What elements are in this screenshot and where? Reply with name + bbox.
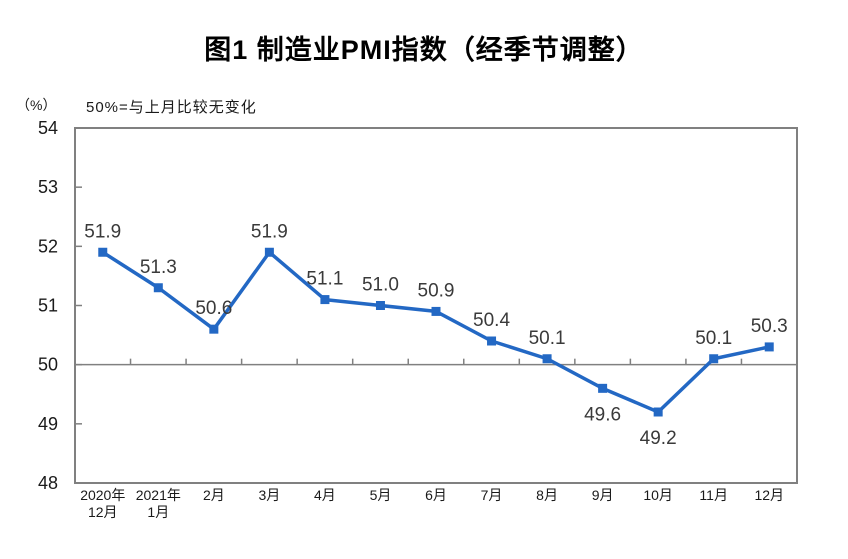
data-point-marker	[764, 342, 774, 352]
reference-note: 50%=与上月比较无变化	[86, 99, 257, 116]
data-point-marker	[98, 247, 108, 257]
x-axis-label: 11月	[699, 487, 728, 503]
data-label: 51.9	[251, 221, 288, 242]
data-point-marker	[598, 383, 608, 393]
data-point-marker	[487, 336, 497, 346]
y-axis-label: 48	[38, 473, 58, 493]
x-axis-label: 9月	[592, 487, 614, 503]
data-point-marker	[542, 354, 552, 364]
data-point-marker	[209, 324, 219, 334]
y-axis-label: 50	[38, 355, 58, 375]
data-point-marker	[653, 407, 663, 417]
y-axis-label: 52	[38, 236, 58, 256]
y-axis-label: 53	[38, 177, 58, 197]
data-point-marker	[320, 295, 330, 305]
data-point-marker	[431, 306, 441, 316]
data-point-marker	[709, 354, 719, 364]
data-label: 51.3	[140, 257, 177, 278]
x-axis-label: 12月	[88, 504, 118, 520]
data-label: 49.6	[584, 404, 621, 425]
data-point-marker	[153, 283, 163, 293]
data-label: 51.9	[84, 221, 121, 242]
data-label: 50.1	[695, 328, 732, 349]
data-label: 51.0	[362, 275, 399, 296]
pmi-series-line	[101, 250, 770, 414]
y-axis-label: 51	[38, 296, 58, 316]
y-axis-unit-label: （%）	[16, 97, 57, 113]
x-axis-label: 2021年	[136, 487, 181, 503]
x-axis-label: 6月	[425, 487, 447, 503]
x-axis-label: 1月	[147, 504, 169, 520]
data-label: 50.3	[751, 316, 788, 337]
x-axis-label: 5月	[370, 487, 392, 503]
data-label: 51.1	[306, 269, 343, 290]
data-point-marker	[264, 247, 274, 257]
x-axis-label: 3月	[258, 487, 280, 503]
data-label: 50.4	[473, 310, 510, 331]
chart-title: 图1 制造业PMI指数（经季节调整）	[204, 35, 644, 65]
x-axis-label: 10月	[643, 487, 673, 503]
x-axis-label: 2020年	[80, 487, 125, 503]
x-axis-label: 12月	[754, 487, 784, 503]
y-axis-label: 54	[38, 118, 58, 138]
data-label: 49.2	[640, 428, 677, 449]
x-axis-label: 8月	[536, 487, 558, 503]
data-label: 50.1	[529, 328, 566, 349]
x-axis-label: 2月	[203, 487, 225, 503]
data-label: 50.9	[418, 280, 455, 301]
data-label: 50.6	[195, 298, 232, 319]
x-axis-label: 7月	[481, 487, 503, 503]
y-axis-label: 49	[38, 414, 58, 434]
x-axis-label: 4月	[314, 487, 336, 503]
data-point-marker	[375, 301, 385, 310]
